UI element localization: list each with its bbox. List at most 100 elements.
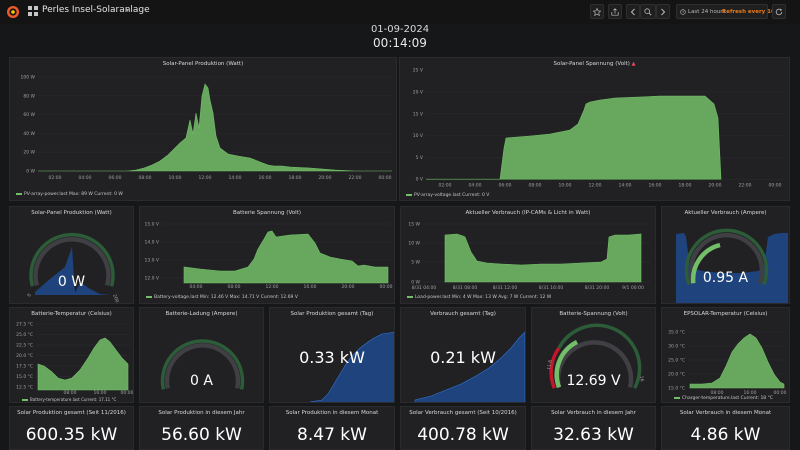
time-range-picker[interactable]: Last 24 hours Refresh every 10s — [676, 4, 778, 19]
epsolar-temp-graph: 35.0 °C 30.0 °C 25.0 °C 20.0 °C 15.0 °C … — [668, 330, 786, 397]
pv-power-series-area — [38, 83, 392, 172]
x-tick: 00:00 — [121, 390, 134, 396]
panel-consumption-total-day[interactable]: Verbrauch gesamt (Tag) 0.21 kW — [400, 307, 526, 403]
dashboard-picker-caret-icon[interactable]: ▾ — [126, 7, 130, 14]
y-tick: 25 V — [413, 68, 424, 74]
x-tick: 16:00 — [259, 175, 272, 181]
stat-value: 600.35 kW — [25, 425, 118, 445]
panel-title: Solar-Panel Produktion (Watt) — [31, 210, 112, 216]
load-power-series-area — [444, 233, 642, 283]
gauge-value: 0.95 A — [702, 270, 749, 286]
x-tick: 16:00 — [94, 390, 107, 396]
stat-value: 400.78 kW — [417, 425, 509, 445]
panel-epsolar-temperature[interactable]: EPSOLAR-Temperatur (Celsius) 35.0 °C 30.… — [661, 307, 790, 403]
panel-title: Solar Produktion gesamt (Seit 11/2016) — [17, 410, 126, 416]
y-tick: 20 V — [413, 90, 424, 96]
chart-legend[interactable]: Battery-voltage.last Min: 12.46 V Max: 1… — [146, 295, 298, 300]
panel-battery-voltage[interactable]: Batterie Spannung (Volt) 15.0 V 14.0 V 1… — [139, 206, 395, 304]
battery-temp-graph: 27.5 °C 25.0 °C 22.5 °C 20.0 °C 17.5 °C … — [16, 322, 134, 397]
x-tick: 08:00 — [711, 390, 724, 396]
panel-battery-temperature[interactable]: Batterie-Temperatur (Celsius) 27.5 °C 25… — [9, 307, 134, 403]
panel-solar-voltage[interactable]: Solar-Panel Spannung (Volt) ▲ 25 V 20 V … — [399, 57, 790, 201]
battery-temp-series-area — [37, 337, 129, 391]
panel-solar-production-watt[interactable]: Solar-Panel Produktion (Watt) 100 W 80 W… — [9, 57, 397, 201]
y-tick: 35.0 °C — [668, 330, 685, 336]
battery-voltage-graph: 15.0 V 14.0 V 13.0 V 12.0 V 04:00 08:00 … — [144, 222, 393, 291]
gauge-max-label: 200 — [111, 294, 120, 304]
gauge-value: 0 W — [57, 274, 86, 290]
y-tick: 15.0 °C — [668, 386, 685, 392]
panel-title: Solar Produktion in diesem Monat — [285, 410, 379, 416]
stat-value: 32.63 kW — [553, 425, 634, 445]
refresh-button[interactable] — [772, 4, 786, 19]
y-tick: 0 W — [411, 280, 420, 286]
x-tick: 00:00 — [379, 175, 392, 181]
share-button[interactable] — [608, 4, 622, 19]
x-tick: 14:00 — [619, 183, 632, 189]
chart-legend[interactable]: PV-array-power.last Max: 89 W Current: 0… — [16, 192, 123, 197]
time-back-button[interactable] — [626, 4, 640, 19]
panel-battery-voltage-gauge[interactable]: Batterie-Spannung (Volt) 11.6 16 12.69 V — [531, 307, 656, 403]
x-tick: 8/31 04:00 — [412, 285, 437, 291]
grafana-logo-icon[interactable] — [6, 5, 20, 19]
header-time: 00:14:09 — [373, 36, 427, 50]
x-tick: 8/31 20:00 — [585, 285, 610, 291]
y-tick: 20 W — [23, 150, 35, 156]
x-tick: 00:00 — [380, 284, 393, 290]
panel-title: Batterie Spannung (Volt) — [233, 210, 301, 216]
panel-solar-gauge[interactable]: Solar-Panel Produktion (Watt) 0 200 0 W — [9, 206, 134, 304]
chart-legend[interactable]: PV-array-voltage.last Current: 0 V — [406, 193, 489, 198]
magnifier-icon — [644, 7, 652, 16]
panel-title: Solar Verbrauch in diesem Jahr — [551, 410, 636, 416]
y-tick: 10 W — [408, 241, 420, 247]
x-tick: 8/31 08:00 — [453, 285, 478, 291]
x-tick: 04:00 — [190, 284, 203, 290]
x-tick: 08:00 — [64, 390, 77, 396]
panel-battery-charge[interactable]: Batterie-Ladung (Ampere) 0 A — [139, 307, 264, 403]
panel-total-solar-year[interactable]: Solar Produktion in diesem Jahr 56.60 kW — [139, 406, 264, 450]
refresh-icon — [775, 7, 783, 15]
share-icon — [611, 7, 619, 16]
panel-solar-total-day[interactable]: Solar Produktion gesamt (Tag) 0.33 kW — [269, 307, 395, 403]
solar-gauge: 0 200 — [26, 232, 120, 304]
panel-total-solar-month[interactable]: Solar Produktion in diesem Monat 8.47 kW — [269, 406, 395, 450]
x-tick: 12:00 — [199, 175, 212, 181]
battery-voltage-gauge: 11.6 16 — [546, 323, 645, 390]
x-tick: 16:00 — [649, 183, 662, 189]
chart-legend[interactable]: Charger-temperature.last Current: 18 °C — [674, 396, 773, 401]
panel-current-consumption[interactable]: Aktueller Verbrauch (IP-CAMs & Licht in … — [400, 206, 656, 304]
panel-total-consumption-year[interactable]: Solar Verbrauch in diesem Jahr 32.63 kW — [531, 406, 656, 450]
star-button[interactable] — [590, 4, 604, 19]
panel-total-consumption-since-2016[interactable]: Solar Verbrauch gesamt (Seit 10/2016) 40… — [400, 406, 526, 450]
panel-consumption-ampere[interactable]: Aktueller Verbrauch (Ampere) 0.95 A — [661, 206, 790, 304]
y-tick: 0 W — [26, 169, 35, 175]
y-tick: 15 W — [408, 222, 420, 228]
x-tick: 9/1 00:00 — [622, 285, 644, 291]
chart-legend[interactable]: Battery-temperature.last Current: 17.11 … — [22, 397, 116, 402]
x-tick: 10:00 — [559, 183, 572, 189]
x-tick: 22:00 — [739, 183, 752, 189]
gauge-min-label: 11.6 — [546, 359, 554, 370]
x-tick: 08:00 — [228, 284, 241, 290]
chart-legend[interactable]: Load-power.last Min: 4 W Max: 13 W Avg: … — [407, 295, 551, 300]
stat-value: 4.86 kW — [690, 425, 761, 445]
y-tick: 100 W — [21, 75, 36, 81]
panel-title: Verbrauch gesamt (Tag) — [430, 311, 496, 317]
solar-total-day-sparkline — [309, 331, 394, 402]
x-tick: 16:00 — [744, 390, 757, 396]
dashboard-title[interactable]: Perles Insel-Solaranlage — [42, 5, 150, 15]
panel-total-consumption-month[interactable]: Solar Verbrauch in diesem Monat 4.86 kW — [661, 406, 790, 450]
panel-title: Aktueller Verbrauch (Ampere) — [684, 210, 767, 216]
top-navbar: Perles Insel-Solaranlage ▾ Last 24 ho — [0, 0, 800, 24]
zoom-out-button[interactable] — [640, 4, 656, 19]
x-tick: 18:00 — [289, 175, 302, 181]
y-tick: 30.0 °C — [668, 344, 685, 350]
panel-total-solar-since-2016[interactable]: Solar Produktion gesamt (Seit 11/2016) 6… — [9, 406, 134, 450]
gauge-value: 0 A — [190, 373, 213, 389]
x-tick: 12:00 — [589, 183, 602, 189]
y-tick: 22.5 °C — [16, 343, 33, 349]
x-tick: 04:00 — [79, 175, 92, 181]
time-forward-button[interactable] — [656, 4, 670, 19]
x-tick: 22:00 — [349, 175, 362, 181]
panel-title: Solar Verbrauch gesamt (Seit 10/2016) — [409, 410, 517, 416]
